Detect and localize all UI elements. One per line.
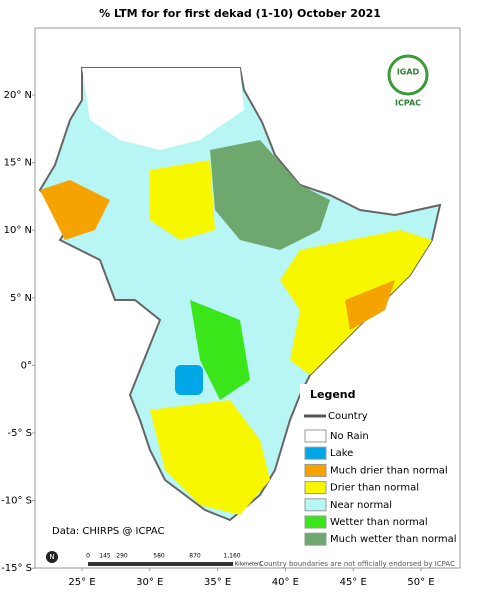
scale-bar: Kilometers 0 145 290 580 870 1,160: [86, 553, 262, 568]
disclaimer: Country boundaries are not officially en…: [259, 560, 455, 568]
legend-country: Country: [328, 411, 368, 422]
logo-org: ICPAC: [395, 99, 421, 108]
scale-label: 870: [189, 553, 201, 560]
scale-unit: Kilometers: [235, 562, 262, 568]
lon-label: 50° E: [407, 577, 434, 588]
logo: IGAD ICPAC: [387, 54, 429, 108]
scale-label: 290: [116, 553, 128, 560]
much-drier-area: [40, 180, 110, 240]
legend-label: Near normal: [330, 500, 392, 511]
wetter-area-south: [190, 300, 250, 400]
legend-swatch: [304, 498, 327, 512]
lat-label: -10° S: [1, 496, 32, 507]
drier-area: [150, 160, 215, 240]
much-drier-east: [345, 280, 395, 330]
legend-label: Much drier than normal: [330, 465, 448, 476]
lat-label: 5° N: [10, 293, 32, 304]
legend-swatch: [304, 532, 327, 546]
lake: [175, 365, 203, 395]
logo-name: IGAD: [397, 68, 420, 77]
legend-label: No Rain: [330, 431, 369, 442]
map-area: [38, 67, 442, 522]
lat-label: 20° N: [4, 90, 32, 101]
north-arrow: [46, 551, 58, 563]
drier-area-south: [150, 400, 270, 515]
legend-label: Much wetter than normal: [330, 534, 457, 545]
legend-title: Legend: [310, 388, 356, 401]
region: [38, 67, 442, 522]
title: % LTM for for first dekad (1-10) October…: [99, 7, 381, 20]
wetter-area: [210, 140, 330, 250]
lon-label: 25° E: [68, 577, 95, 588]
lat-label: 10° N: [4, 225, 32, 236]
logo-ring: [387, 54, 429, 96]
lon-label: 40° E: [272, 577, 299, 588]
legend-label: Drier than normal: [330, 483, 419, 494]
legend-swatch: [304, 481, 327, 495]
scale-label: 0: [86, 553, 90, 560]
lat-label: 15° N: [4, 158, 32, 169]
lat-label: -15° S: [1, 563, 32, 574]
lon-label: 35° E: [204, 577, 231, 588]
scale-label: 145: [99, 553, 111, 560]
scale-label: 580: [153, 553, 165, 560]
scale-label: 1,160: [223, 553, 240, 560]
legend-swatch: [304, 463, 327, 477]
legend: Legend Country No Rain Lake Much drier tha…: [300, 384, 458, 550]
scale-rect: [88, 562, 233, 566]
lon-label: 45° E: [340, 577, 367, 588]
source: Data: CHIRPS @ ICPAC: [52, 526, 165, 537]
legend-swatch: [304, 515, 327, 529]
no-rain-area: [82, 68, 244, 150]
lon-label: 30° E: [136, 577, 163, 588]
legend-label: Wetter than normal: [330, 517, 428, 528]
legend-label: Lake: [330, 448, 353, 459]
lat-label: 0°: [21, 360, 32, 371]
lat-label: -5° S: [8, 428, 33, 439]
north-label: N: [49, 553, 54, 561]
legend-swatch: [304, 429, 327, 443]
legend-swatch: [304, 446, 327, 460]
